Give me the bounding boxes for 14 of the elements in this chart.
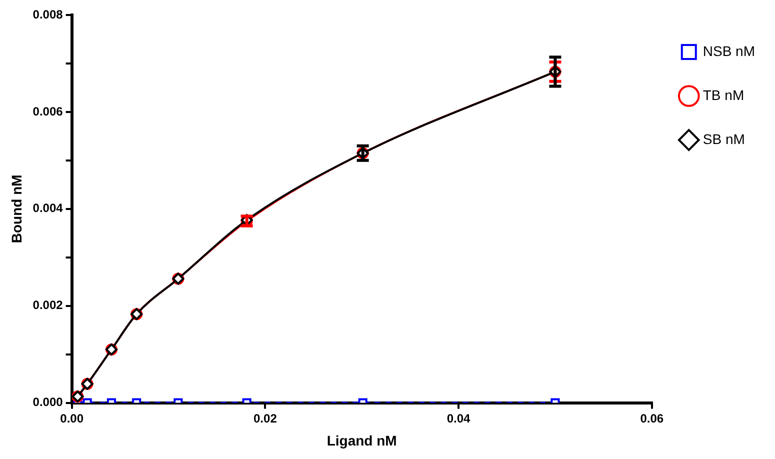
y-tick-label: 0.004 xyxy=(32,201,64,216)
x-tick-label: 0.02 xyxy=(254,411,278,426)
legend-label: TB nM xyxy=(702,86,744,103)
y-tick-label: 0.008 xyxy=(32,7,64,22)
y-axis-title: Bound nM xyxy=(8,174,24,244)
x-tick-label: 0.06 xyxy=(640,411,664,426)
x-axis-title: Ligand nM xyxy=(326,432,397,448)
legend-label: NSB nM xyxy=(702,42,755,59)
y-tick-label: 0.002 xyxy=(32,298,64,312)
y-tick-label: 0.006 xyxy=(32,104,64,118)
y-tick-label: 0.000 xyxy=(32,395,64,410)
x-tick-label: 0.00 xyxy=(60,411,84,426)
legend-label: SB nM xyxy=(702,130,745,147)
x-tick-label: 0.04 xyxy=(446,411,471,426)
